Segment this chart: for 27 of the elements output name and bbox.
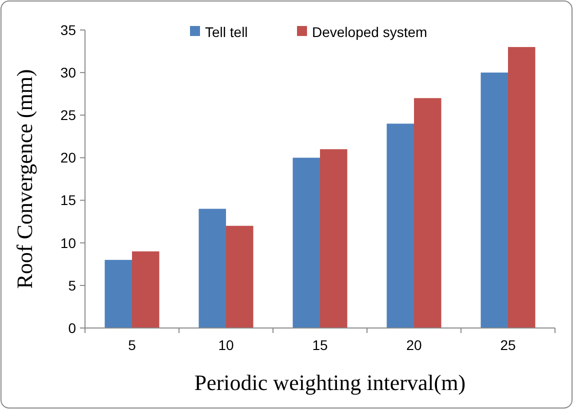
- y-tick-label: 25: [60, 107, 76, 124]
- y-tick-label: 30: [60, 64, 76, 80]
- x-tick-label: 25: [500, 337, 516, 353]
- x-axis-title: Periodic weighting interval(m): [194, 370, 466, 395]
- bar: [386, 124, 414, 328]
- bar: [104, 260, 132, 328]
- y-tick-label: 10: [60, 234, 76, 251]
- y-tick-label: 5: [68, 277, 76, 294]
- bar: [508, 47, 536, 328]
- bar: [132, 251, 160, 328]
- bar: [292, 158, 320, 328]
- y-axis-title: Roof Convergence (mm): [12, 69, 37, 289]
- x-tick-label: 15: [312, 337, 328, 353]
- bar: [320, 149, 348, 328]
- bar: [480, 72, 508, 328]
- x-tick-label: 10: [218, 337, 234, 353]
- bar: [198, 208, 226, 328]
- y-tick-label: 35: [60, 22, 76, 38]
- y-tick-label: 20: [60, 150, 76, 166]
- legend-label: Tell tell: [205, 24, 248, 40]
- bar: [226, 226, 254, 328]
- bar: [414, 98, 442, 328]
- y-tick-label: 0: [68, 320, 76, 336]
- x-tick-label: 20: [406, 337, 422, 353]
- legend-label: Developed system: [312, 24, 428, 40]
- y-tick-label: 15: [60, 192, 76, 208]
- x-tick-label: 5: [128, 337, 136, 353]
